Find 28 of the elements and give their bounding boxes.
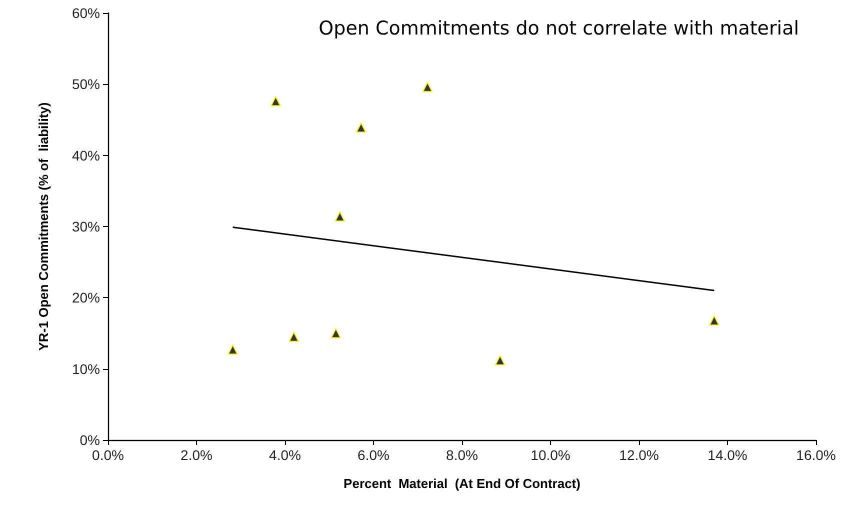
x-tick-label: 16.0% [796, 447, 836, 463]
point [330, 328, 341, 338]
point [228, 344, 238, 355]
x-axis-title: Percent Material (At End Of Contract) [344, 476, 580, 491]
x-tick-label: 8.0% [446, 447, 478, 463]
y-axis-title: YR-1 Open Commitments (% of liability) [36, 102, 51, 351]
x-tick-label: 0.0% [92, 447, 124, 463]
x-tick-label: 6.0% [358, 447, 390, 463]
y-tick-label: 30% [72, 218, 100, 234]
point [356, 122, 366, 133]
y-tick-label: 60% [72, 5, 100, 21]
y-tick-label: 50% [72, 76, 100, 92]
x-tick-label: 14.0% [708, 447, 748, 463]
point [494, 355, 506, 366]
y-tick-label: 0% [80, 432, 100, 448]
point [288, 332, 299, 342]
point [334, 211, 345, 222]
chart-title: Open Commitments do not correlate with material [318, 18, 800, 40]
x-tick-label: 2.0% [180, 447, 212, 463]
point [709, 315, 720, 326]
y-tick-label: 10% [72, 360, 100, 377]
y-tick-label: 20% [72, 290, 100, 306]
point [422, 82, 433, 92]
x-tick-label: 12.0% [619, 447, 659, 463]
y-tick-label: 40% [72, 147, 100, 164]
x-tick-label: 10.0% [530, 447, 570, 463]
x-tick-label: 4.0% [269, 447, 301, 463]
point [270, 96, 281, 106]
